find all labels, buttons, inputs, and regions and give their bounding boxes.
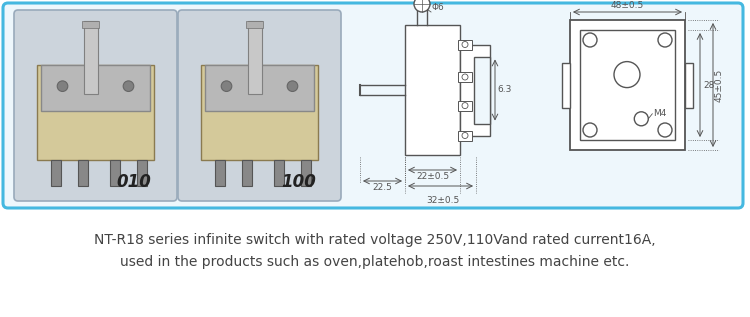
Bar	[41, 65, 150, 111]
Circle shape	[614, 61, 640, 87]
Text: 22±0.5: 22±0.5	[416, 172, 449, 181]
Text: 28: 28	[703, 81, 714, 89]
Text: used in the products such as oven,platehob,roast intestines machine etc.: used in the products such as oven,plateh…	[120, 255, 630, 269]
Circle shape	[658, 33, 672, 47]
Text: 6.3: 6.3	[497, 86, 512, 94]
Bar	[405, 25, 460, 155]
Circle shape	[462, 133, 468, 139]
Circle shape	[462, 74, 468, 80]
Bar	[685, 63, 693, 108]
Bar	[51, 160, 62, 186]
Bar	[274, 160, 284, 186]
FancyBboxPatch shape	[3, 3, 743, 208]
Text: 45±0.5: 45±0.5	[715, 68, 724, 102]
Bar	[200, 65, 319, 160]
Circle shape	[414, 0, 430, 12]
Circle shape	[634, 112, 648, 126]
Text: 100: 100	[280, 173, 316, 191]
Circle shape	[583, 123, 597, 137]
FancyBboxPatch shape	[14, 10, 177, 201]
Circle shape	[462, 103, 468, 109]
Bar	[246, 21, 263, 28]
Circle shape	[221, 81, 232, 92]
Circle shape	[583, 33, 597, 47]
Bar	[458, 72, 472, 82]
Bar	[84, 21, 98, 94]
Circle shape	[658, 123, 672, 137]
Bar	[82, 21, 99, 28]
Bar	[458, 131, 472, 140]
Bar	[242, 160, 253, 186]
Bar	[460, 44, 490, 135]
Circle shape	[287, 81, 298, 92]
Bar	[458, 40, 472, 49]
Bar	[37, 65, 154, 160]
Bar	[570, 20, 685, 150]
Bar	[78, 160, 88, 186]
Bar	[562, 63, 570, 108]
Bar	[136, 160, 147, 186]
Bar	[206, 65, 314, 111]
Bar	[110, 160, 120, 186]
Bar	[458, 100, 472, 111]
Bar	[474, 56, 490, 124]
Text: 010: 010	[117, 173, 152, 191]
Text: M4: M4	[653, 109, 667, 118]
Text: NT-R18 series infinite switch with rated voltage 250V,110Vand rated current16A,: NT-R18 series infinite switch with rated…	[94, 233, 656, 247]
Bar	[301, 160, 311, 186]
Circle shape	[462, 42, 468, 48]
Bar	[248, 21, 262, 94]
Text: 22.5: 22.5	[373, 183, 392, 192]
Circle shape	[123, 81, 134, 92]
FancyBboxPatch shape	[178, 10, 341, 201]
Circle shape	[57, 81, 68, 92]
Text: Φ6: Φ6	[432, 3, 445, 12]
Bar	[580, 30, 675, 140]
Text: 48±0.5: 48±0.5	[610, 1, 644, 10]
Text: 32±0.5: 32±0.5	[426, 196, 459, 205]
Bar	[214, 160, 225, 186]
